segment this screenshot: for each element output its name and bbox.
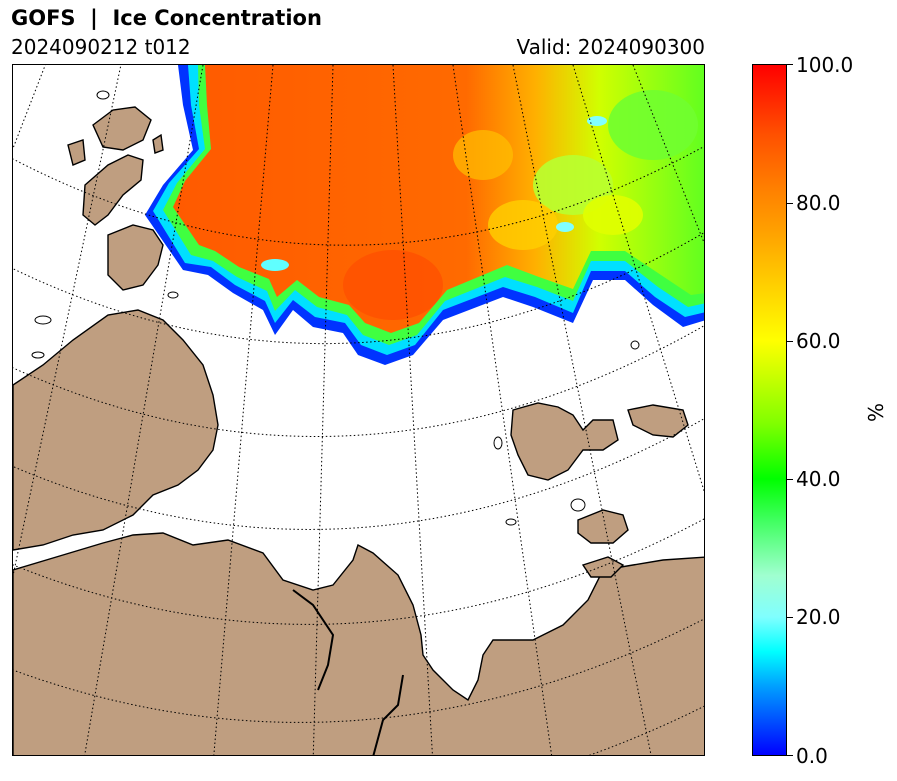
colorbar-tick <box>787 617 793 618</box>
colorbar-tick <box>787 479 793 480</box>
colorbar-tick-label: 80.0 <box>796 191 841 215</box>
colorbar <box>752 64 787 756</box>
rivers <box>292 589 404 755</box>
run-time-label: 2024090212 t012 <box>11 35 191 59</box>
colorbar-tick <box>787 203 793 204</box>
colorbar-tick-label: 40.0 <box>796 467 841 491</box>
colorbar-tick-label: 60.0 <box>796 329 841 353</box>
colorbar-tick-label: 20.0 <box>796 605 841 629</box>
sea-ice-field <box>145 65 704 365</box>
valid-time-label: Valid: 2024090300 <box>516 35 705 59</box>
colorbar-tick <box>787 64 793 65</box>
colorbar-tick-label: 100.0 <box>796 53 854 77</box>
colorbar-tick <box>787 755 793 756</box>
colorbar-unit-label: % <box>864 402 888 422</box>
colorbar-tick-label: 0.0 <box>796 744 828 768</box>
map-panel <box>12 64 705 756</box>
map-canvas <box>13 65 704 755</box>
land-masses <box>13 106 704 755</box>
coastal-islands <box>31 90 640 526</box>
graticule <box>13 65 704 755</box>
figure-title: GOFS | Ice Concentration <box>11 6 322 30</box>
colorbar-tick <box>787 341 793 342</box>
